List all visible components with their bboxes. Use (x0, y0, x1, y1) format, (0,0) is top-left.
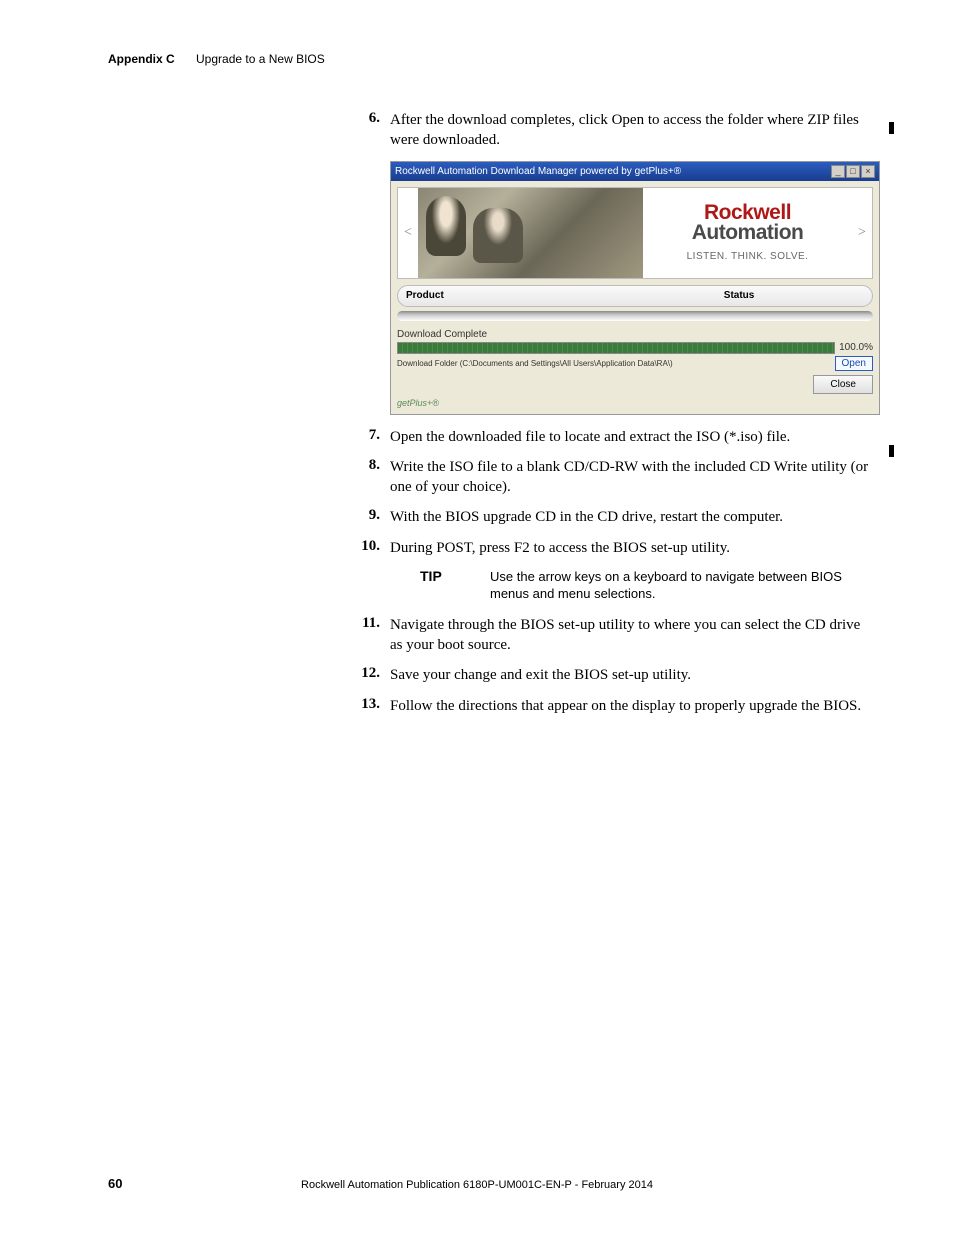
step-text: Write the ISO file to a blank CD/CD-RW w… (390, 457, 876, 498)
step-text: Follow the directions that appear on the… (390, 696, 876, 716)
folder-path: Download Folder (C:\Documents and Settin… (397, 359, 831, 368)
list-header: Product Status (397, 285, 873, 307)
maximize-icon[interactable]: □ (846, 165, 860, 178)
step-text: After the download completes, click Open… (390, 110, 876, 151)
folder-row: Download Folder (C:\Documents and Settin… (397, 356, 873, 371)
appendix-label: Appendix C (108, 52, 175, 66)
close-button[interactable]: Close (813, 375, 873, 394)
chapter-title: Upgrade to a New BIOS (196, 52, 325, 66)
product-header: Product (406, 290, 444, 301)
step-number: 10. (356, 538, 390, 558)
close-icon[interactable]: × (861, 165, 875, 178)
step-8: 8. Write the ISO file to a blank CD/CD-R… (356, 457, 876, 498)
window-controls: _ □ × (831, 165, 875, 178)
status-header: Status (724, 290, 755, 301)
banner-next-icon[interactable]: > (852, 188, 872, 278)
list-body (397, 311, 873, 321)
step-number: 6. (356, 110, 390, 151)
step-number: 9. (356, 507, 390, 527)
step-number: 11. (356, 615, 390, 656)
open-button[interactable]: Open (835, 356, 873, 371)
banner-image (418, 188, 643, 278)
progress-row: 100.0% (397, 342, 873, 354)
step-9: 9. With the BIOS upgrade CD in the CD dr… (356, 507, 876, 527)
download-manager-screenshot: Rockwell Automation Download Manager pow… (390, 161, 880, 415)
tip-text: Use the arrow keys on a keyboard to navi… (490, 568, 876, 603)
main-content: 6. After the download completes, click O… (356, 110, 876, 726)
getplus-label: getPlus+® (397, 398, 873, 408)
step-number: 7. (356, 427, 390, 447)
step-number: 13. (356, 696, 390, 716)
step-number: 12. (356, 665, 390, 685)
step-10: 10. During POST, press F2 to access the … (356, 538, 876, 558)
step-13: 13. Follow the directions that appear on… (356, 696, 876, 716)
step-11: 11. Navigate through the BIOS set-up uti… (356, 615, 876, 656)
logo-tagline: LISTEN. THINK. SOLVE. (687, 251, 809, 262)
step-6: 6. After the download completes, click O… (356, 110, 876, 151)
change-bar-icon (889, 122, 894, 134)
window-title: Rockwell Automation Download Manager pow… (395, 166, 681, 177)
step-7: 7. Open the downloaded file to locate an… (356, 427, 876, 447)
download-complete-label: Download Complete (397, 329, 873, 340)
tip-block: TIP Use the arrow keys on a keyboard to … (420, 568, 876, 603)
publication-footer: Rockwell Automation Publication 6180P-UM… (0, 1179, 954, 1191)
logo-rockwell: Rockwell (704, 203, 791, 223)
step-text: During POST, press F2 to access the BIOS… (390, 538, 876, 558)
progress-percent: 100.0% (839, 342, 873, 353)
step-text: Navigate through the BIOS set-up utility… (390, 615, 876, 656)
close-row: Close (397, 375, 873, 394)
logo-automation: Automation (692, 223, 804, 243)
step-12: 12. Save your change and exit the BIOS s… (356, 665, 876, 685)
step-text: Open the downloaded file to locate and e… (390, 427, 876, 447)
progress-bar (397, 342, 835, 354)
banner-logo: Rockwell Automation LISTEN. THINK. SOLVE… (643, 188, 852, 278)
download-section: Download Complete 100.0% Download Folder… (397, 329, 873, 371)
step-text: With the BIOS upgrade CD in the CD drive… (390, 507, 876, 527)
change-bar-icon (889, 445, 894, 457)
tip-label: TIP (420, 568, 490, 603)
banner-area: < Rockwell Automation LISTEN. THINK. SOL… (397, 187, 873, 279)
minimize-icon[interactable]: _ (831, 165, 845, 178)
step-number: 8. (356, 457, 390, 498)
banner-prev-icon[interactable]: < (398, 188, 418, 278)
page-header: Appendix C Upgrade to a New BIOS (108, 52, 894, 66)
window-titlebar: Rockwell Automation Download Manager pow… (391, 162, 879, 181)
step-text: Save your change and exit the BIOS set-u… (390, 665, 876, 685)
